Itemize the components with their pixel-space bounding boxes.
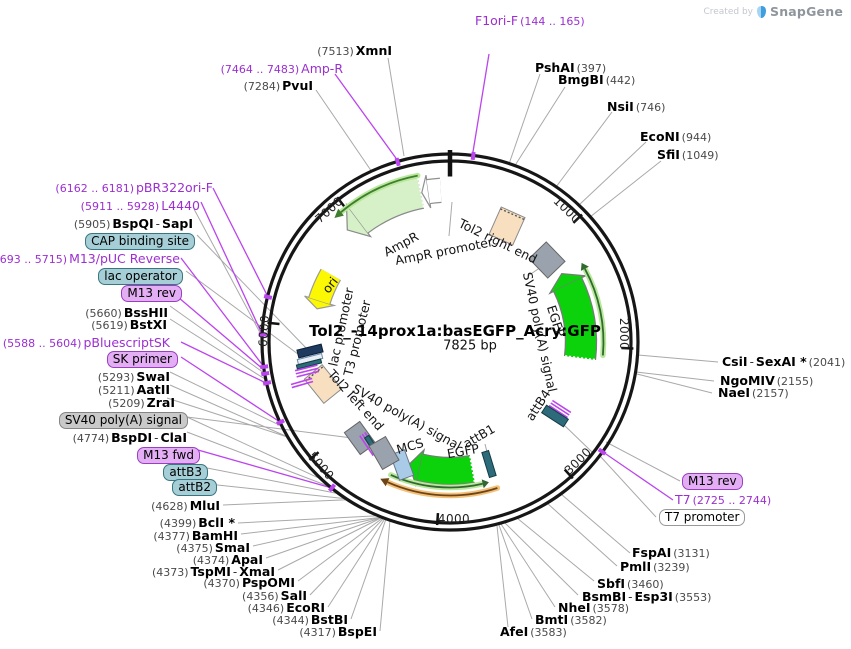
callout-afei[interactable]: AfeI (3583) — [500, 624, 567, 640]
callout-pspomi[interactable]: (4370) PspOMI — [203, 575, 295, 591]
callout-bsshii[interactable]: (5660) BssHII — [85, 305, 168, 321]
callout-smai[interactable]: (4375) SmaI — [176, 540, 250, 556]
tick-4000: 4000 — [437, 512, 471, 526]
callout-bstbi[interactable]: (4344) BstBI — [272, 612, 348, 628]
callout-bamhi[interactable]: (4377) BamHI — [153, 528, 238, 544]
callout-m13-fwd[interactable]: M13 fwd — [137, 447, 200, 464]
callout-fspai[interactable]: FspAI (3131) — [632, 545, 710, 561]
callout-pbr322ori-f[interactable]: (6162 .. 6181) pBR322ori-F — [55, 180, 213, 196]
callout-sv40-polya-label[interactable]: SV40 poly(A) signal — [58, 412, 188, 429]
callout-aatii[interactable]: (5211) AatII — [98, 382, 170, 398]
callout-amp-r-primer[interactable]: (7464 .. 7483) Amp-R — [220, 61, 343, 77]
callout-econi[interactable]: EcoNI (944) — [640, 129, 712, 145]
callout-xmni[interactable]: (7513) XmnI — [317, 43, 392, 59]
callout-m13-puc-reverse[interactable]: (5693 .. 5715)M13/pUC Reverse — [0, 251, 180, 267]
snapgene-wordmark: SnapGene — [770, 4, 843, 19]
snapgene-logo-icon — [757, 5, 766, 18]
callout-bmgbi[interactable]: BmgBI (442) — [558, 72, 636, 88]
callout-pshai[interactable]: PshAI (397) — [535, 60, 607, 76]
callout-bstxi[interactable]: (5619) BstXI — [91, 317, 167, 333]
callout-m13-rev-left[interactable]: M13 rev — [121, 285, 182, 302]
callout-nsii[interactable]: NsiI (746) — [607, 99, 666, 115]
callout-swai[interactable]: (5293) SwaI — [97, 369, 170, 385]
callout-pbluescriptsk[interactable]: (5588 .. 5604) pBluescriptSK — [2, 335, 170, 351]
branding: Created by SnapGene — [703, 4, 843, 19]
plasmid-length: 7825 bp — [443, 338, 497, 354]
tick-2000: 2000 — [617, 317, 631, 351]
callout-attb3[interactable]: attB3 — [163, 464, 208, 481]
callout-attb2[interactable]: attB2 — [172, 479, 217, 496]
callout-pmli[interactable]: PmlI (3239) — [620, 559, 690, 575]
callout-ngomiv[interactable]: NgoMIV (2155) — [720, 373, 814, 389]
callout-t7-promoter[interactable]: T7 promoter — [659, 509, 746, 526]
callout-naei[interactable]: NaeI (2157) — [718, 385, 789, 401]
callout-bspdi-clai[interactable]: (4774) BspDI - ClaI — [72, 430, 187, 446]
callout-l4440[interactable]: (5911 .. 5928) L4440 — [80, 198, 200, 214]
callout-mlui[interactable]: (4628) MluI — [151, 498, 220, 514]
tick-6000: 6000 — [255, 314, 273, 348]
callout-sali[interactable]: (4356) SalI — [242, 588, 307, 604]
callout-bspqi-sapi[interactable]: (5905) BspQI - SapI — [73, 216, 193, 232]
callout-nhei[interactable]: NheI (3578) — [558, 600, 630, 616]
callout-sfii[interactable]: SfiI (1049) — [657, 147, 719, 163]
callout-sbfi[interactable]: SbfI (3460) — [597, 576, 664, 592]
callout-tspmi-xmai[interactable]: (4373) TspMI - XmaI — [151, 564, 275, 580]
callout-bspei[interactable]: (4317) BspEI — [299, 624, 377, 640]
callout-ecori[interactable]: (4346) EcoRI — [247, 600, 325, 616]
callout-zrai[interactable]: (5209) ZraI — [108, 395, 175, 411]
callout-t7-primer[interactable]: T7 (2725 .. 2744) — [675, 492, 772, 508]
callout-f1ori-f[interactable]: F1ori-F (144 .. 165) — [475, 13, 585, 29]
callout-bmti[interactable]: BmtI (3582) — [535, 612, 607, 628]
callout-sk-primer[interactable]: SK primer — [106, 351, 178, 368]
callout-cap-binding-site[interactable]: CAP binding site — [85, 233, 195, 250]
callout-bcli[interactable]: (4399) BclI * — [159, 515, 235, 531]
callout-lac-operator[interactable]: lac operator — [98, 268, 183, 285]
callout-bsmbi-esp3i[interactable]: BsmBI - Esp3I (3553) — [582, 589, 712, 605]
plasmid-title: Tol2_-14prox1a:basEGFP_Acry:GFP — [309, 322, 601, 340]
callout-apai[interactable]: (4374) ApaI — [192, 552, 263, 568]
callout-m13-rev-right[interactable]: M13 rev — [682, 473, 743, 490]
callout-csii-sexai[interactable]: CsiI - SexAI * (2041) — [722, 354, 846, 370]
callout-pvui[interactable]: (7284) PvuI — [243, 78, 313, 94]
created-by-text: Created by — [703, 6, 753, 17]
